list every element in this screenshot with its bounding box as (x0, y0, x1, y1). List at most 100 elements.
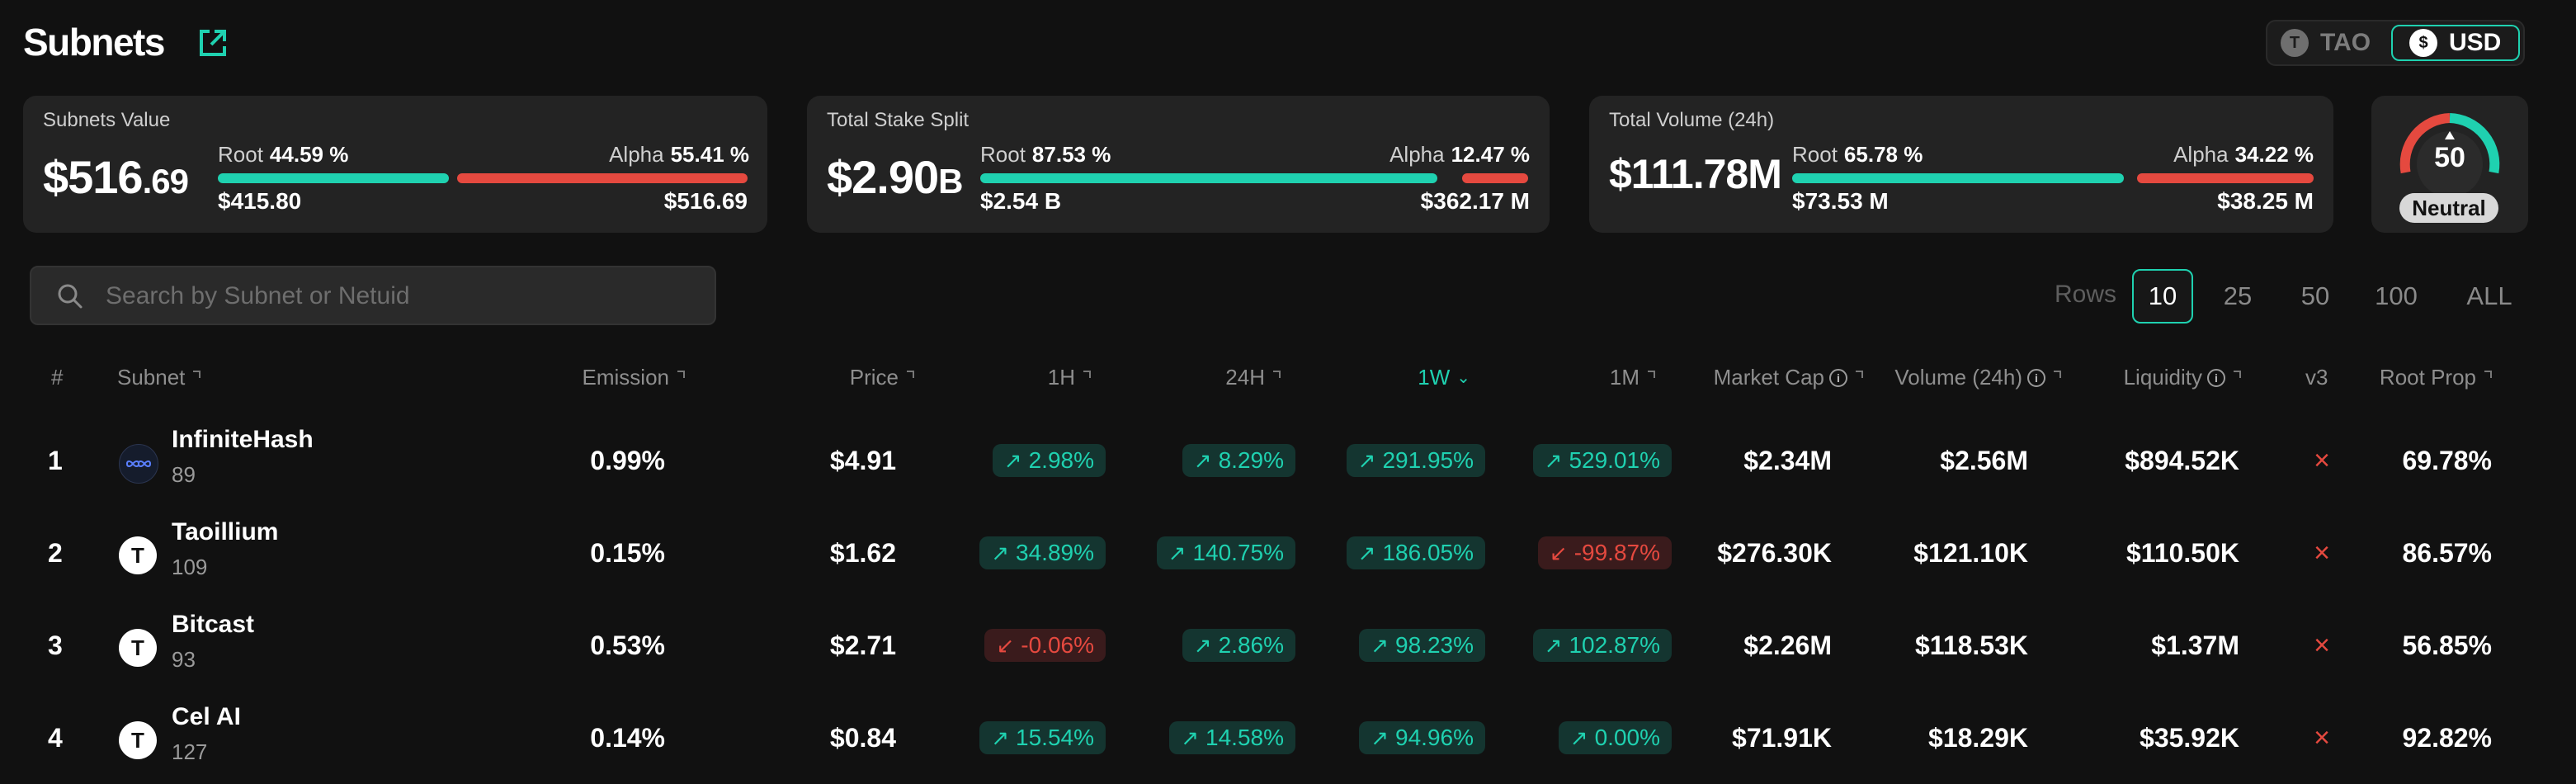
sentiment-gauge (2399, 113, 2500, 197)
rows-option-10[interactable]: 10 (2132, 269, 2193, 324)
change-1w-cell: ↗ 291.95% (1346, 414, 1485, 507)
subnet-name[interactable]: InfiniteHash (172, 426, 314, 453)
alpha-split-label: Alpha 55.41 % (609, 142, 749, 167)
table-row[interactable]: 3 T Bitcast 93 0.53% $2.71 ↙ -0.06% ↗ 2.86% ↗ 98.23… (0, 599, 2576, 692)
root-share-bar (1792, 173, 2124, 183)
sort-corner-icon (2484, 371, 2492, 378)
change-1m-cell: ↗ 529.01% (1532, 414, 1672, 507)
market-cap-value: $2.26M (1743, 630, 1832, 660)
rows-label: Rows (2055, 281, 2117, 308)
search-icon (58, 284, 83, 309)
sort-corner-icon (1083, 371, 1091, 378)
external-link-icon[interactable] (196, 26, 229, 59)
header-subnet[interactable]: Subnet (117, 365, 201, 390)
arrow-up-right-icon: ↗ (1193, 447, 1212, 473)
gauge-needle (2445, 131, 2455, 139)
rows-option-25[interactable]: 25 (2223, 281, 2253, 310)
card-value-main: $516 (43, 151, 144, 203)
info-icon: i (2027, 368, 2045, 387)
root-prop-value: 69.78% (2402, 445, 2492, 475)
tao-coin-icon: T (2281, 29, 2309, 57)
arrow-up-right-icon: ↗ (1003, 447, 1022, 473)
price-value: $0.84 (829, 722, 896, 753)
subnet-name[interactable]: Bitcast (172, 611, 255, 638)
currency-tao-label: TAO (2320, 29, 2371, 56)
change-h1-pill: ↗ 34.89% (979, 536, 1106, 569)
card-value-suffix: .69 (142, 162, 189, 201)
price-value: $1.62 (829, 537, 896, 568)
liquidity-value: $894.52K (2125, 445, 2239, 475)
header-price[interactable]: Price (850, 365, 914, 390)
liquidity-value: $1.37M (2151, 630, 2239, 660)
rows-option-100[interactable]: 100 (2375, 281, 2418, 310)
card-total-value: $2.90B (827, 150, 963, 204)
usd-coin-icon: $ (2409, 29, 2437, 57)
v3-cross-icon: × (2314, 536, 2330, 569)
change-24h-cell: ↗ 8.29% (1182, 414, 1295, 507)
header-1w[interactable]: 1W ⌄ (1418, 365, 1470, 390)
arrow-down-left-icon: ↙ (996, 632, 1015, 658)
search-input[interactable] (104, 267, 701, 325)
header-volume[interactable]: Volume (24h) i (1894, 365, 2061, 390)
table-row[interactable]: 2 T Taoillium 109 0.15% $1.62 ↗ 34.89% ↗ 140.75% ↗… (0, 507, 2576, 599)
arrow-up-right-icon: ↗ (1544, 447, 1563, 473)
subnet-name[interactable]: Cel AI (172, 703, 241, 730)
price-value: $4.91 (829, 445, 896, 475)
currency-option-tao[interactable]: T TAO (2281, 25, 2388, 61)
card-total-value: $516.69 (43, 150, 189, 204)
market-cap-value: $71.91K (1732, 722, 1832, 753)
sort-corner-icon (1648, 371, 1655, 378)
header-liquidity[interactable]: Liquidity i (2124, 365, 2241, 390)
rows-option-all[interactable]: ALL (2466, 281, 2512, 310)
emission-value: 0.15% (590, 537, 665, 568)
change-h24-pill: ↗ 14.58% (1169, 721, 1295, 754)
change-1h-cell: ↗ 2.98% (992, 414, 1106, 507)
header-root-prop[interactable]: Root Prop (2380, 365, 2492, 390)
header-emission[interactable]: Emission (583, 365, 685, 390)
header-1m[interactable]: 1M (1610, 365, 1655, 390)
total-stake-split-card: Total Stake Split $2.90B Root 87.53 % Alp… (807, 96, 1550, 233)
row-number: 2 (48, 537, 63, 568)
change-m1-pill: ↗ 0.00% (1558, 721, 1672, 754)
alpha-share-bar (2137, 173, 2314, 183)
alpha-value: $516.69 (663, 188, 748, 214)
change-24h-cell: ↗ 2.86% (1182, 599, 1295, 692)
sort-corner-icon (193, 371, 201, 378)
arrow-up-right-icon: ↗ (1371, 725, 1389, 750)
root-prop-value: 56.85% (2402, 630, 2492, 660)
sort-corner-icon (2234, 371, 2241, 378)
currency-option-usd[interactable]: $ USD (2391, 25, 2520, 61)
liquidity-value: $35.92K (2140, 722, 2239, 753)
search-box[interactable] (30, 266, 716, 325)
row-number: 4 (48, 722, 63, 753)
sentiment-gauge-card[interactable]: 50 Neutral (2371, 96, 2528, 233)
change-h1-pill: ↗ 2.98% (992, 444, 1106, 477)
header-market-cap[interactable]: Market Cap i (1714, 365, 1863, 390)
subnet-name[interactable]: Taoillium (172, 518, 279, 545)
change-1m-cell: ↙ -99.87% (1537, 507, 1672, 599)
emission-value: 0.99% (590, 445, 665, 475)
header-1h[interactable]: 1H (1048, 365, 1091, 390)
root-split-label: Root 44.59 % (218, 142, 349, 167)
row-number: 1 (48, 445, 63, 475)
change-w1-pill: ↗ 94.96% (1359, 721, 1485, 754)
card-value-suffix: B (938, 162, 963, 201)
sort-corner-icon (1856, 371, 1863, 378)
header-24h[interactable]: 24H (1225, 365, 1281, 390)
alpha-split-label: Alpha 12.47 % (1389, 142, 1530, 167)
arrow-up-right-icon: ↗ (1371, 632, 1389, 658)
v3-cross-icon: × (2314, 444, 2330, 476)
table-row[interactable]: 1 InfiniteHash 89 0.99% $4.91 ↗ 2.98% ↗ 8.29% ↗ 29… (0, 414, 2576, 507)
sort-corner-icon (677, 371, 685, 378)
alpha-split-label: Alpha 34.22 % (2173, 142, 2314, 167)
rows-option-50[interactable]: 50 (2300, 281, 2330, 310)
change-24h-cell: ↗ 140.75% (1156, 507, 1295, 599)
subnets-value-card: Subnets Value $516.69 Root 44.59 % Alpha 5… (23, 96, 767, 233)
change-1w-cell: ↗ 98.23% (1359, 599, 1485, 692)
arrow-up-right-icon: ↗ (991, 725, 1010, 750)
change-h24-pill: ↗ 2.86% (1182, 629, 1295, 662)
header-v3: v3 (2305, 365, 2328, 390)
table-row[interactable]: 4 T Cel AI 127 0.14% $0.84 ↗ 15.54% ↗ 14.58% ↗ 94.9… (0, 692, 2576, 784)
currency-toggle: T TAO $ USD (2266, 20, 2525, 66)
